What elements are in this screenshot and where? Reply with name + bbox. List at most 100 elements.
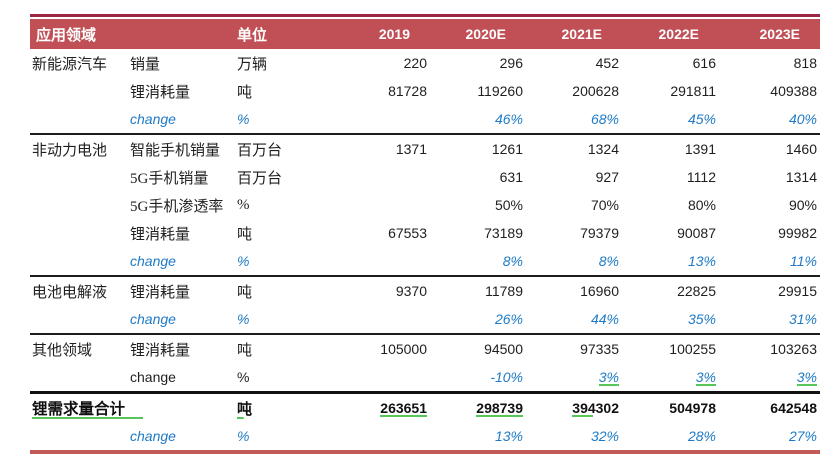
cell-value: 40% — [788, 111, 817, 127]
cell-row-label: change — [130, 369, 176, 385]
cell-value: 32% — [590, 428, 619, 444]
cell-value: 8% — [502, 253, 523, 269]
column-header-application-area: 应用领域 — [30, 19, 130, 49]
table-row: change% -10% 3% 3% 3% — [30, 363, 820, 393]
cell-value: 35% — [687, 311, 716, 327]
cell-value: -10% — [490, 369, 523, 385]
column-header-2020e: 2020E — [430, 19, 526, 49]
cell-value: 452 — [595, 55, 619, 71]
table-row: change% 26% 44% 35% 31% — [30, 305, 820, 334]
cell-group-name: 电池电解液 — [30, 275, 130, 305]
cell-unit: % — [237, 369, 250, 385]
cell-value: 50% — [494, 197, 523, 213]
column-header-2021e: 2021E — [526, 19, 622, 49]
cell-value — [334, 191, 430, 219]
cell-unit: % — [237, 311, 250, 327]
cell-unit: 吨 — [237, 226, 253, 243]
cell-unit: 百万台 — [237, 170, 283, 187]
column-header-2023e: 2023E — [719, 19, 820, 49]
cell-unit: % — [237, 111, 250, 127]
cell-value: 1261 — [430, 133, 526, 163]
column-header-2019: 2019 — [334, 19, 430, 49]
cell-value: 45% — [687, 111, 716, 127]
cell-value: 103263 — [719, 333, 820, 363]
cell-group-name: 新能源汽车 — [32, 56, 108, 73]
cell-row-label: 锂消耗量 — [130, 226, 191, 243]
cell-value: 3% — [598, 369, 619, 386]
cell-value: 631 — [499, 169, 523, 185]
cell-value: 1324 — [526, 133, 622, 163]
table-row: change% 13% 32% 28% 27% — [30, 422, 820, 452]
cell-value — [334, 163, 430, 191]
cell-value: 394302 — [526, 391, 622, 422]
table-header: 应用领域 单位 2019 2020E 2021E 2022E 2023E — [30, 19, 820, 49]
cell-value: 220 — [403, 55, 427, 71]
cell-row-label: 锂消耗量 — [130, 275, 237, 305]
lithium-demand-table: 应用领域 单位 2019 2020E 2021E 2022E 2023E 新能源… — [30, 19, 820, 454]
cell-value: 291811 — [670, 83, 716, 99]
cell-value: 298739 — [430, 391, 526, 422]
cell-unit: 吨 — [237, 391, 334, 422]
cell-value: 26% — [494, 311, 523, 327]
cell-value: 90% — [788, 197, 817, 213]
cell-value: 3% — [796, 369, 817, 386]
cell-value: 81728 — [388, 83, 427, 99]
cell-row-label: 锂消耗量 — [130, 84, 191, 101]
cell-value: 97335 — [526, 333, 622, 363]
table-row: change% 46% 68% 45% 40% — [30, 105, 820, 134]
cell-value: 8% — [598, 253, 619, 269]
column-header-unit: 单位 — [237, 19, 334, 49]
table-row: 锂消耗量 吨 67553 73189 79379 90087 99982 — [30, 219, 820, 247]
table-row: 锂需求量合计 吨 263651 298739 394302 504978 642548 — [30, 391, 820, 422]
cell-value: 927 — [595, 169, 619, 185]
cell-value: 31% — [788, 311, 817, 327]
cell-row-label: 5G手机渗透率 — [130, 198, 224, 215]
header-row: 应用领域 单位 2019 2020E 2021E 2022E 2023E — [30, 19, 820, 49]
column-header-spacer — [130, 19, 237, 49]
cell-group-name: 非动力电池 — [30, 133, 130, 163]
cell-row-label: 锂消耗量 — [130, 333, 237, 363]
cell-value — [334, 247, 430, 276]
cell-value: 1112 — [686, 169, 716, 185]
column-header-2022e: 2022E — [622, 19, 719, 49]
cell-group-name — [30, 219, 130, 247]
cell-value: 11% — [790, 253, 817, 269]
cell-value: 46% — [494, 111, 523, 127]
table-top-accent-line — [30, 14, 820, 17]
cell-value: 100255 — [622, 333, 719, 363]
cell-value: 296 — [499, 55, 523, 71]
cell-value — [334, 105, 430, 134]
cell-value: 28% — [687, 428, 716, 444]
cell-value: 1460 — [719, 133, 820, 163]
cell-unit: 吨 — [237, 275, 334, 305]
cell-row-label: 销量 — [130, 56, 161, 73]
cell-unit: % — [237, 428, 250, 444]
cell-value: 67553 — [388, 225, 427, 241]
cell-value: 27% — [788, 428, 817, 444]
cell-value: 68% — [590, 111, 619, 127]
cell-unit: 吨 — [237, 84, 253, 101]
cell-value: 119260 — [477, 83, 523, 99]
cell-value — [334, 422, 430, 452]
cell-row-label — [130, 391, 237, 422]
cell-value: 1371 — [334, 133, 430, 163]
table-row: 电池电解液 锂消耗量吨 9370 11789 16960 22825 29915 — [30, 275, 820, 305]
cell-group-name: 锂需求量合计 — [30, 391, 144, 422]
cell-row-label: change — [130, 253, 176, 269]
cell-value: 13% — [494, 428, 523, 444]
cell-value: 94500 — [430, 333, 526, 363]
cell-row-label: 智能手机销量 — [130, 133, 237, 163]
cell-value: 200628 — [572, 83, 619, 99]
table-row: 新能源汽车 销量 万辆 220 296 452 616 818 — [30, 49, 820, 77]
cell-group-name — [30, 422, 130, 452]
cell-value: 29915 — [719, 275, 820, 305]
cell-row-label: change — [130, 428, 176, 444]
cell-unit: % — [237, 196, 250, 213]
cell-value: 22825 — [622, 275, 719, 305]
cell-value: 70% — [590, 197, 619, 213]
cell-value: 11789 — [430, 275, 526, 305]
cell-value: 1314 — [785, 169, 817, 185]
cell-value: 90087 — [677, 225, 716, 241]
cell-value: 9370 — [334, 275, 430, 305]
cell-group-name — [30, 105, 130, 134]
